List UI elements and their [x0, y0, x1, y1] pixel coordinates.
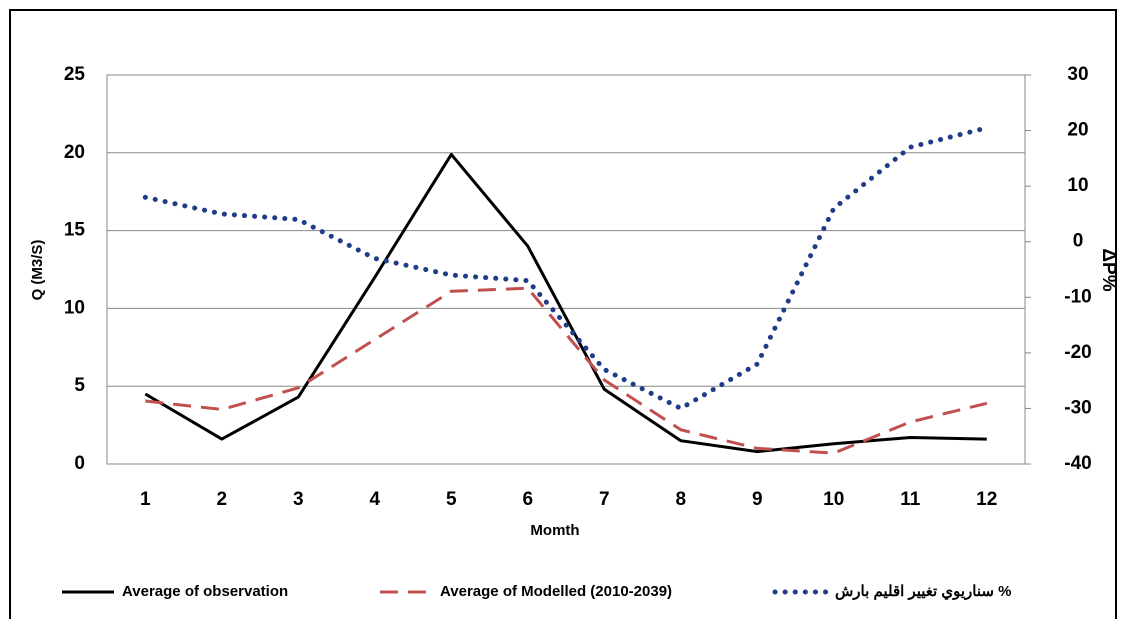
frame: [9, 9, 1117, 624]
y-tick-label: 15: [64, 220, 86, 241]
y-tick-label: 25: [64, 64, 86, 85]
x-axis-label: Momth: [530, 522, 579, 539]
y2-tick-label: -30: [1064, 397, 1091, 418]
y2-axis-label: ΔP%: [1098, 248, 1119, 291]
y-axis-label: Q (M3/S): [29, 240, 46, 301]
y2-tick-label: 10: [1067, 175, 1088, 196]
y2-tick-label: 0: [1073, 231, 1084, 252]
series-line: [144, 152, 987, 454]
x-tick-label: 12: [976, 489, 997, 510]
x-tick-label: 6: [522, 489, 533, 510]
x-tick-label: 3: [293, 489, 304, 510]
x-tick-label: 4: [369, 489, 380, 510]
y-tick-label: 5: [74, 375, 85, 396]
y2-tick-label: 20: [1067, 120, 1088, 141]
plot-area: [106, 74, 1026, 465]
y-tick-label: 0: [74, 453, 85, 474]
x-tick-label: 7: [599, 489, 610, 510]
y2-tick-label: 30: [1067, 64, 1088, 85]
y-tick-label: 20: [64, 142, 85, 163]
y2-tick-label: -10: [1064, 286, 1091, 307]
series-line: [142, 125, 990, 411]
legend-label: سناريوي تغيير اقليم بارش %: [835, 583, 1011, 601]
x-tick-label: 8: [675, 489, 686, 510]
legend-label: Average of observation: [122, 583, 288, 600]
y2-tick-label: -20: [1064, 342, 1091, 363]
y-tick-label: 10: [64, 297, 85, 318]
x-tick-label: 5: [446, 489, 457, 510]
legend-label: Average of Modelled (2010-2039): [440, 583, 672, 600]
x-tick-label: 1: [140, 489, 151, 510]
x-tick-label: 9: [752, 489, 763, 510]
series-line: [145, 286, 988, 455]
y2-tick-label: -40: [1064, 453, 1091, 474]
x-tick-label: 11: [900, 489, 921, 510]
x-tick-label: 2: [216, 489, 227, 510]
x-tick-label: 10: [823, 489, 844, 510]
